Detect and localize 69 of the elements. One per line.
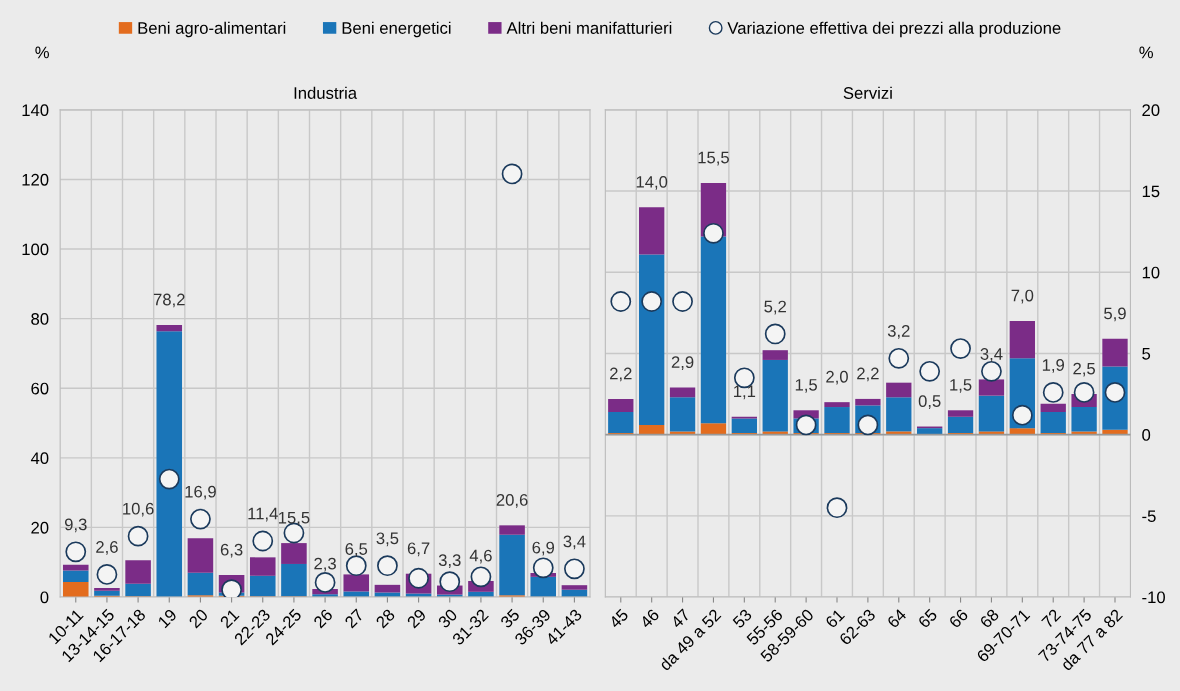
total-label: 5,2 [764, 300, 786, 315]
total-label: 1,9 [1042, 359, 1065, 373]
total-label: 6,9 [532, 541, 555, 556]
y-tick-label: -10 [1142, 591, 1165, 604]
total-label: 1,5 [950, 379, 972, 393]
y-tick-label: 20 [31, 521, 49, 534]
y-tick-label: -5 [1142, 510, 1156, 523]
x-tick-label: 66 [948, 608, 969, 629]
x-tick-label: 20 [188, 608, 209, 629]
total-label: 3,5 [376, 532, 399, 547]
y-tick-label: 20 [1142, 104, 1160, 117]
legend-label: Altri beni manifatturieri [506, 21, 672, 34]
total-label: 2,2 [857, 367, 879, 382]
total-label: 5,9 [1104, 307, 1126, 322]
total-label: 7,0 [1011, 289, 1034, 304]
total-label: 0,5 [918, 395, 941, 409]
total-label: 3,4 [563, 535, 586, 550]
y-axis-title: % [35, 46, 49, 59]
total-label: 78,2 [153, 293, 185, 308]
y-tick-label: 5 [1142, 348, 1151, 360]
total-label: 15,5 [698, 151, 729, 166]
x-tick-label: 45 [608, 608, 629, 629]
y-tick-label: 15 [1142, 185, 1160, 198]
legend-label: Beni agro-alimentari [138, 21, 286, 38]
chart-title: Servizi [843, 86, 892, 99]
x-tick-label: 65 [917, 608, 938, 629]
total-label: 2,3 [314, 557, 336, 572]
x-tick-label: 29 [406, 608, 427, 629]
total-label: 10,6 [123, 502, 154, 517]
total-label: 11,4 [248, 507, 278, 522]
total-label: 6,3 [220, 543, 243, 558]
total-label: 4,6 [469, 549, 492, 564]
total-label: 6,5 [345, 543, 368, 557]
x-tick-label: 26 [312, 608, 334, 629]
total-label: 9,3 [64, 518, 87, 533]
y-tick-label: 60 [31, 382, 49, 395]
x-tick-label: 27 [344, 608, 365, 629]
total-label: 16,9 [185, 485, 216, 500]
total-label: 6,7 [407, 542, 430, 557]
total-label: 1,5 [795, 379, 817, 393]
y-tick-label: 120 [22, 173, 49, 186]
legend-label: Variazione effettiva dei prezzi alla produzione [727, 21, 1061, 38]
x-tick-label: 28 [375, 608, 396, 629]
y-tick-label: 40 [30, 452, 49, 465]
total-label: 2,6 [96, 541, 118, 555]
total-label: 2,2 [610, 367, 632, 382]
total-label: 20,6 [496, 494, 528, 508]
y-tick-label: 0 [1142, 429, 1151, 441]
x-tick-label: 64 [886, 608, 908, 629]
total-label: 3,2 [887, 324, 910, 339]
total-label: 3,4 [980, 348, 1003, 362]
y-tick-label: 10 [1142, 266, 1160, 279]
total-label: 2,0 [826, 370, 848, 385]
y-tick-label: 80 [31, 313, 49, 325]
total-label: 3,3 [438, 554, 461, 568]
y-tick-label: 0 [40, 591, 49, 604]
y-tick-label: 140 [22, 104, 49, 117]
total-label: 14,0 [636, 175, 668, 190]
total-label: 2,9 [671, 356, 694, 370]
x-tick-label: 19 [157, 608, 178, 629]
x-tick-label: 47 [670, 608, 691, 629]
x-tick-label: 46 [639, 608, 660, 629]
total-label: 15,5 [278, 511, 310, 526]
y-tick-label: 100 [22, 243, 49, 256]
y-axis-title: % [1139, 46, 1154, 59]
total-label: 2,5 [1073, 362, 1095, 377]
legend-label: Beni energetici [342, 21, 451, 38]
total-label: 1,1 [734, 385, 756, 400]
chart-title: Industria [294, 86, 358, 99]
